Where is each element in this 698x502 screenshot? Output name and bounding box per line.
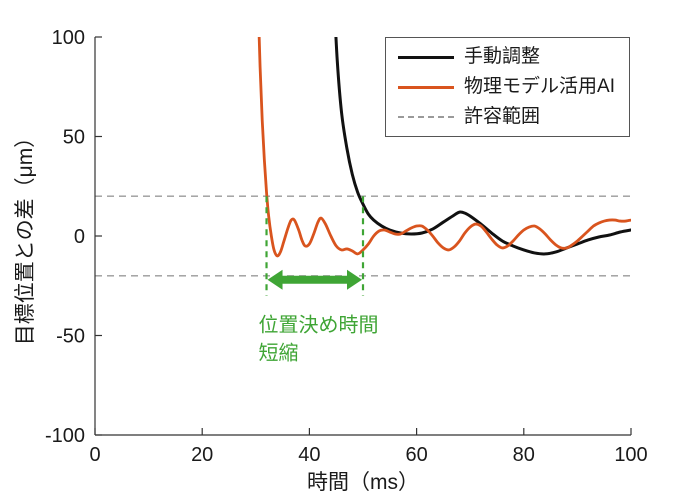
legend-label-ai: 物理モデル活用AI — [464, 75, 615, 97]
legend-label-tolerance: 許容範囲 — [464, 105, 541, 127]
legend-item-tolerance: 許容範囲 — [398, 106, 615, 129]
legend-line-sample-ai — [398, 85, 455, 89]
x-tick-label: 0 — [89, 444, 100, 466]
x-tick-label: 60 — [405, 444, 427, 466]
x-tick-label: 40 — [298, 444, 320, 466]
legend: 手動調整 物理モデル活用AI 許容範囲 — [385, 37, 630, 138]
legend-item-ai: 物理モデル活用AI — [398, 76, 615, 99]
y-axis-label: 目標位置との差（μm） — [14, 126, 37, 346]
y-tick-label: 100 — [52, 27, 85, 49]
y-tick-label: 0 — [74, 226, 85, 248]
y-tick-label: -50 — [56, 326, 85, 348]
series-ai-line — [257, 37, 631, 258]
arrowhead-left — [267, 269, 283, 290]
y-tick-label: 50 — [63, 127, 85, 149]
annotation-label-line-2: 短縮 — [258, 341, 298, 364]
y-tick-label: -100 — [45, 425, 85, 447]
legend-line-sample-manual — [398, 55, 455, 59]
legend-line-sample-tolerance — [398, 115, 455, 118]
x-tick-label: 80 — [513, 444, 535, 466]
arrowhead-right — [347, 269, 362, 290]
x-tick-label: 20 — [191, 444, 213, 466]
x-tick-label: 100 — [614, 444, 647, 466]
legend-label-manual: 手動調整 — [464, 46, 541, 67]
x-axis-label: 時間（ms） — [307, 471, 419, 494]
annotation-label-line-1: 位置決め時間 — [258, 314, 378, 337]
legend-item-manual: 手動調整 — [398, 46, 615, 69]
